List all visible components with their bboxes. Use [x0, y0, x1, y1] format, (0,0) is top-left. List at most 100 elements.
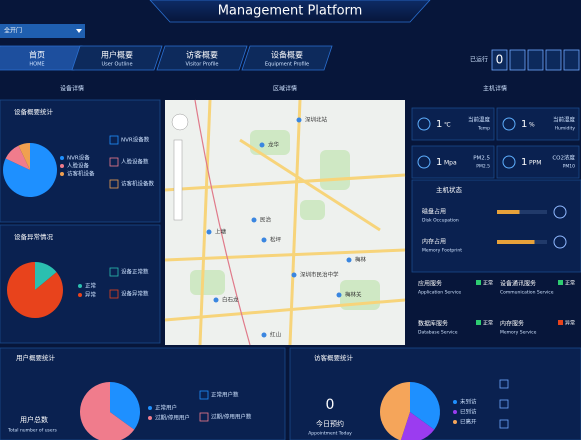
visitor-stat-icon	[499, 379, 509, 389]
map-road	[164, 298, 406, 322]
nav-tab[interactable]	[156, 45, 248, 71]
pie-slice	[18, 143, 30, 170]
service-label: 数据库服务	[418, 320, 448, 328]
stat-icon	[109, 157, 119, 167]
map-label: 民治	[260, 216, 272, 224]
legend-label: 已离开	[460, 418, 477, 426]
selector-text: 全开门	[4, 27, 22, 35]
service-status: 正常	[483, 280, 493, 287]
sensor-icon	[502, 117, 516, 131]
page-title: Management Platform	[218, 4, 363, 19]
pie-slice	[35, 262, 57, 290]
status-track	[497, 210, 547, 214]
sensor-icon	[417, 117, 431, 131]
pie-slice	[7, 262, 64, 319]
panel	[0, 347, 286, 440]
sensor-sub: Temp	[477, 126, 490, 132]
title-bar	[149, 0, 431, 23]
legend-label: NVR设备	[67, 154, 90, 162]
status-bar	[497, 210, 520, 214]
visitor-count-sub: Appointment Today	[308, 431, 352, 437]
legend-dot	[148, 416, 152, 420]
service-sub: Application Service	[418, 290, 461, 296]
map-pin	[346, 257, 352, 263]
digit-box	[563, 49, 580, 71]
legend-dot	[453, 420, 457, 424]
sensor-value: 1	[436, 119, 442, 130]
legend-label: 异常	[85, 291, 97, 299]
nav-tab-label: 访客概要	[186, 50, 218, 60]
map-label: 松坪	[270, 236, 282, 244]
sensor-label: PM2.5	[473, 156, 490, 162]
visitor-stat-icon	[499, 419, 509, 429]
status-label: 磁盘占用	[422, 208, 446, 216]
pie-slice	[5, 145, 30, 170]
map-pin	[296, 117, 302, 123]
status-gauge	[553, 205, 567, 219]
legend-dot	[453, 400, 457, 404]
service-status: 正常	[565, 280, 575, 287]
map-rail	[194, 99, 251, 346]
user-total-label: 用户总数	[20, 415, 48, 424]
nav-tab-sub: Equipment Profile	[265, 62, 309, 68]
panel-title: 主机状态	[436, 185, 463, 194]
sensor-unit: ℃	[444, 122, 451, 129]
nav-tab-sub: HOME	[29, 62, 44, 68]
legend-dot	[60, 172, 64, 176]
map-zoom[interactable]	[173, 139, 183, 221]
status-bar	[497, 240, 535, 244]
map-label: 深圳北站	[305, 116, 328, 124]
map-label: 红山	[270, 331, 281, 339]
stat-icon	[109, 289, 119, 299]
pie-slice	[410, 382, 441, 430]
sensor-sub: PM10	[563, 164, 575, 170]
stat-icon	[109, 179, 119, 189]
service-label: 设备通讯服务	[500, 280, 536, 288]
digit-box	[509, 49, 526, 71]
sensor-unit: PPM	[529, 160, 541, 167]
service-sub: Database Service	[418, 330, 458, 336]
map-label: 龙华	[268, 141, 280, 149]
sensor-label: 当前湿度	[553, 116, 576, 124]
selector[interactable]	[0, 24, 85, 38]
service-status-icon	[558, 280, 563, 285]
panel-title: 设备概要统计	[14, 107, 54, 116]
map-compass[interactable]	[171, 113, 189, 131]
nav-tab[interactable]	[241, 45, 333, 71]
map-park	[320, 150, 350, 190]
legend-dot	[453, 410, 457, 414]
status-sub: Disk Occupation	[422, 218, 459, 224]
service-status: 异常	[565, 320, 575, 327]
map-pin	[213, 297, 219, 303]
panel-title: 设备异常情况	[14, 232, 54, 241]
sensor-card	[496, 145, 580, 179]
legend-label: 已到访	[460, 408, 477, 416]
legend-label: 过期/停用用户	[155, 414, 190, 422]
nav-tab-label: 首页	[29, 50, 45, 60]
pie-slice	[80, 382, 135, 440]
legend-dot	[78, 293, 82, 297]
sensor-icon	[417, 155, 431, 169]
section-title: 区域详情	[273, 85, 297, 93]
service-sub: Memory Service	[500, 330, 537, 336]
legend-label: 正常用户	[155, 404, 177, 412]
service-status: 正常	[483, 320, 493, 327]
legend-label: 正常	[85, 282, 97, 290]
map-road	[288, 99, 302, 346]
visitor-count-label: 今日预约	[316, 419, 344, 428]
legend-dot	[60, 156, 64, 160]
panel-title: 访客概要统计	[314, 353, 354, 362]
nav-tab-sub: Visitor Profile	[186, 62, 219, 68]
stat-label: 正常用户数	[211, 391, 239, 399]
map-label: 梅林关	[345, 291, 362, 299]
pie-slice	[110, 382, 140, 430]
map-label: 梅林	[355, 256, 367, 264]
map-road	[164, 248, 406, 262]
nav-tab[interactable]	[71, 45, 163, 71]
pie-slice	[400, 412, 435, 440]
nav-tab-label: 设备概要	[271, 50, 303, 60]
status-sub: Memory Footprint	[422, 248, 462, 254]
status-gauge	[553, 235, 567, 249]
map-pin	[206, 229, 212, 235]
